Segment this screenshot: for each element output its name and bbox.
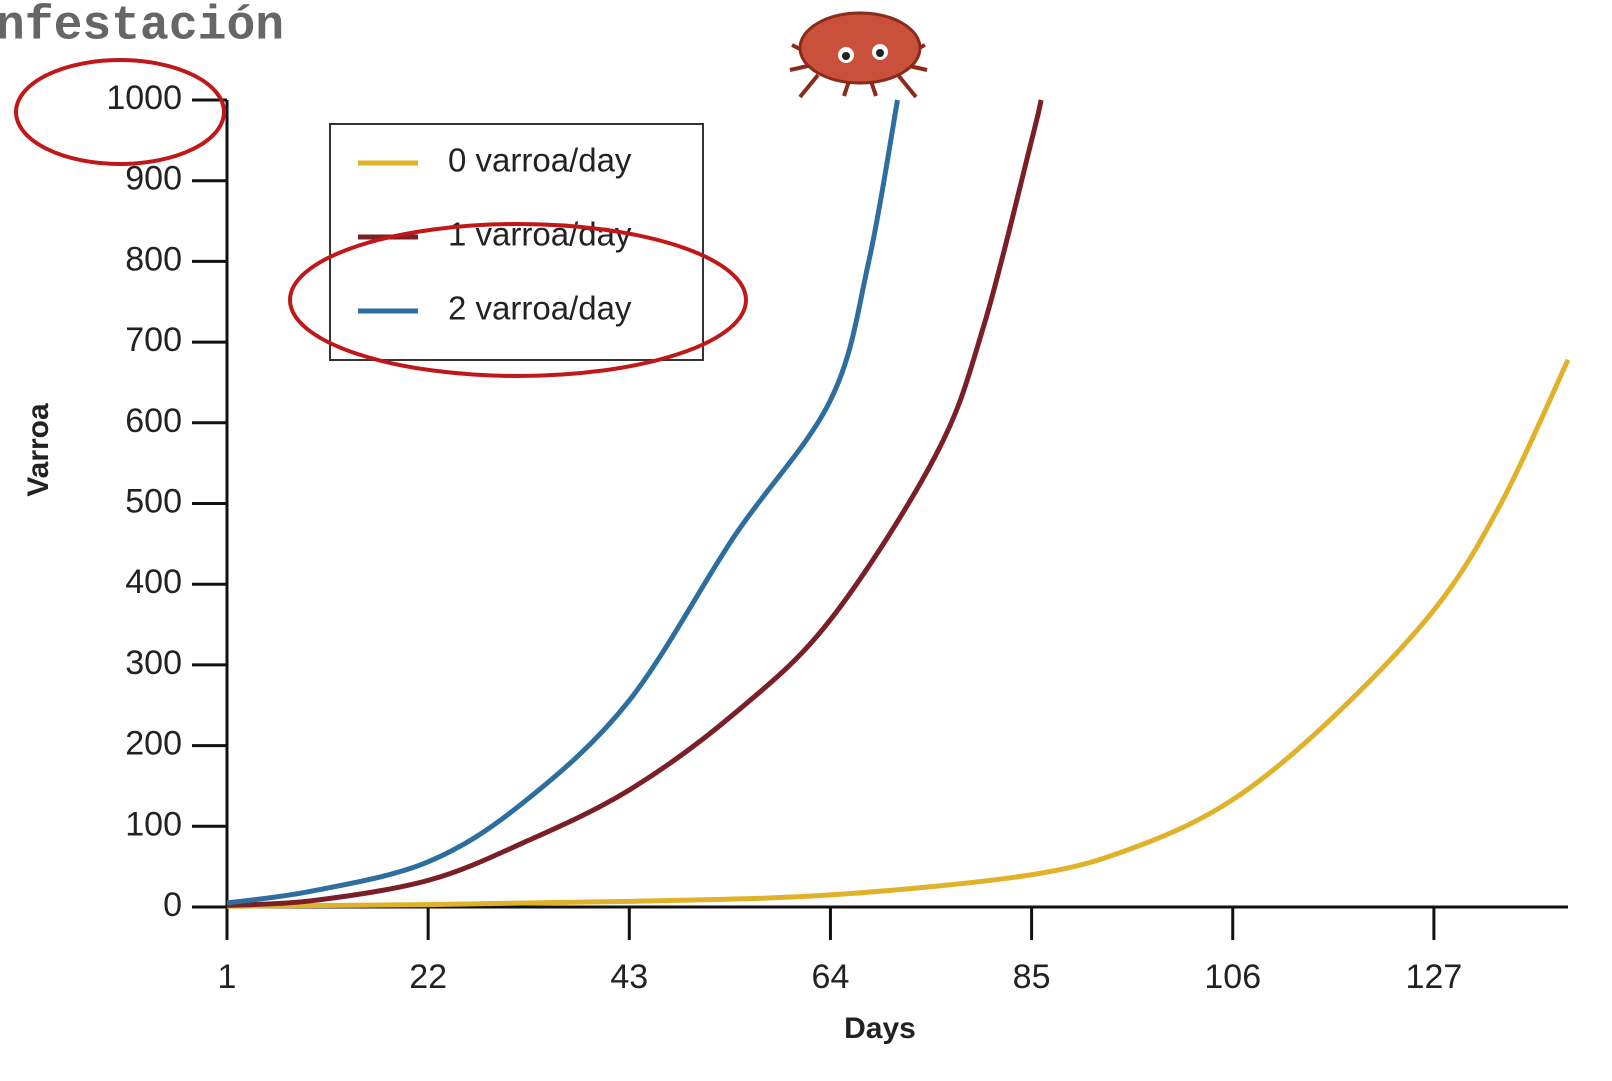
legend-label: 0 varroa/day <box>448 142 632 179</box>
x-axis-label: Days <box>844 1012 916 1045</box>
x-tick-label: 106 <box>1204 958 1261 996</box>
y-tick-label: 300 <box>125 644 182 682</box>
x-tick-label: 22 <box>409 958 447 996</box>
y-tick-label: 0 <box>163 886 182 924</box>
y-tick-label: 100 <box>125 805 182 843</box>
y-tick-label: 700 <box>125 321 182 359</box>
y-tick-label: 600 <box>125 402 182 440</box>
y-tick-label: 1000 <box>106 79 182 117</box>
x-tick-label: 127 <box>1406 958 1463 996</box>
y-axis-label: Varroa <box>22 403 55 497</box>
mite-icon <box>790 13 927 97</box>
x-tick-label: 43 <box>610 958 648 996</box>
legend-label: 1 varroa/day <box>448 216 632 253</box>
legend: 0 varroa/day 1 varroa/day 2 varroa/day <box>330 124 703 360</box>
x-tick-label: 85 <box>1013 958 1051 996</box>
legend-label: 2 varroa/day <box>448 290 632 327</box>
y-tick-label: 800 <box>125 240 182 278</box>
chart-title: nfestación <box>0 0 284 54</box>
y-tick-label: 500 <box>125 482 182 520</box>
x-tick-label: 64 <box>812 958 850 996</box>
series-line <box>227 360 1568 906</box>
x-tick-label: 1 <box>218 958 237 996</box>
chart: nfestación Days Varroa 0 varroa/day 1 var… <box>0 0 1612 1081</box>
y-tick-label: 200 <box>125 725 182 763</box>
y-tick-label: 400 <box>125 563 182 601</box>
